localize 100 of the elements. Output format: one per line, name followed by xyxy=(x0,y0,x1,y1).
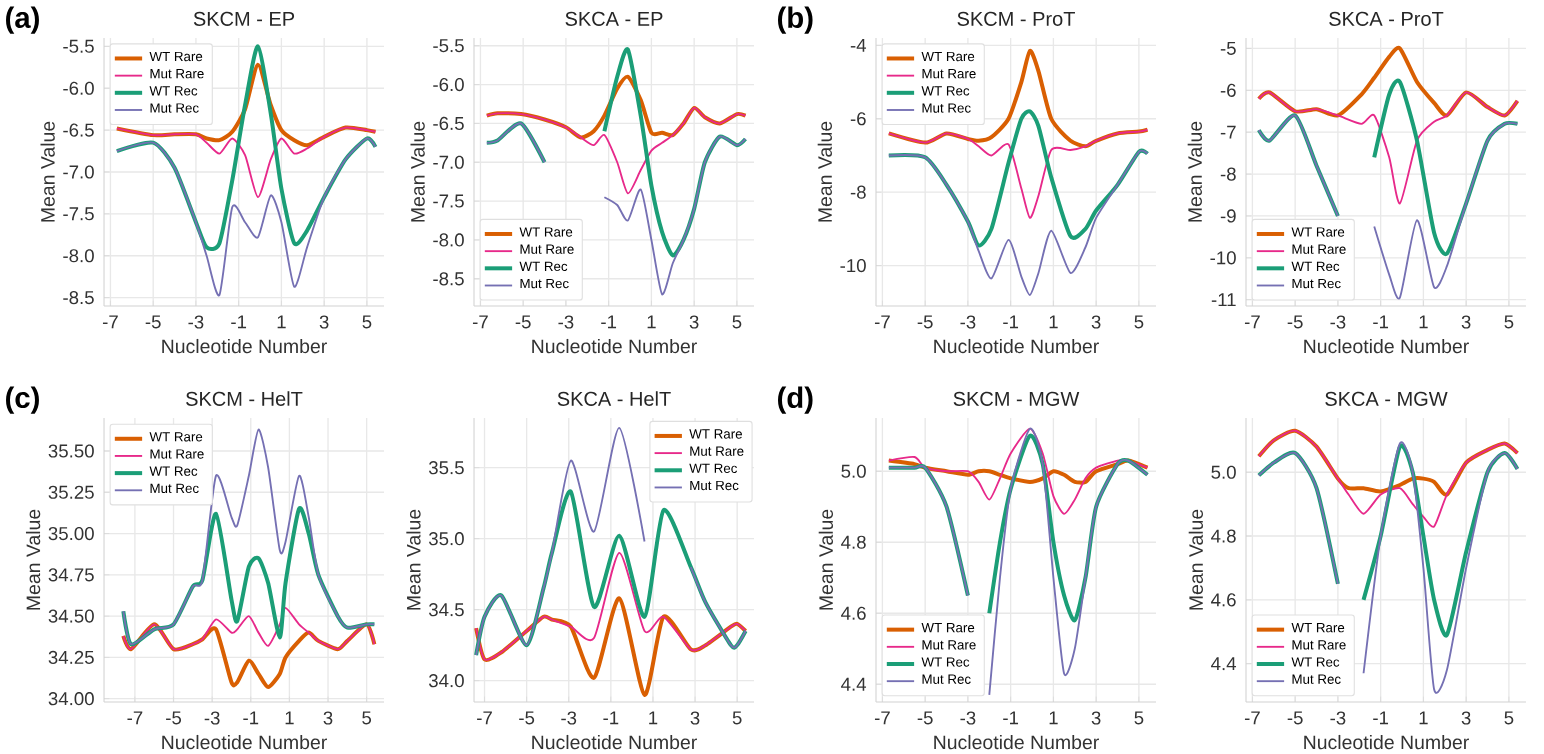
line-series xyxy=(115,137,377,297)
y-tick-label: 4.6 xyxy=(1211,593,1236,607)
x-tick-label: 5 xyxy=(732,711,742,725)
y-tick-label: 35.00 xyxy=(48,526,94,541)
y-tick-label: -7.5 xyxy=(433,194,464,208)
y-tick-label: -11 xyxy=(1211,293,1236,307)
y-tick-label: -10 xyxy=(1210,251,1236,265)
x-axis-title: Nucleotide Number xyxy=(1304,338,1469,354)
y-tick-label: -7.0 xyxy=(63,165,94,179)
text: (d) xyxy=(778,386,813,414)
x-tick-label: -5 xyxy=(515,315,531,329)
line-series xyxy=(887,149,1149,296)
y-tick-label: 35.5 xyxy=(428,461,464,475)
line-series xyxy=(1257,429,1519,528)
x-axis-title: Nucleotide Number xyxy=(162,338,327,354)
y-tick-label: 4.8 xyxy=(841,535,866,549)
line-series xyxy=(121,622,377,690)
line-series xyxy=(485,106,747,195)
x-tick-label: 1 xyxy=(277,315,286,329)
y-tick-label: 35.50 xyxy=(48,444,94,458)
x-tick-label: -3 xyxy=(561,711,577,725)
y-axis-title: Mean Value xyxy=(410,121,425,222)
x-tick-label: 5 xyxy=(1504,315,1514,329)
x-tick-label: -5 xyxy=(1287,711,1303,725)
x-tick-label: -7 xyxy=(472,315,488,329)
chart-title: SKCA - EP xyxy=(565,11,663,26)
x-tick-label: 3 xyxy=(1091,711,1101,725)
line-series xyxy=(475,551,747,661)
y-tick-label: -8.0 xyxy=(433,233,464,247)
x-tick-label: -3 xyxy=(558,315,574,329)
chart-title: SKCA - ProT xyxy=(1329,11,1444,26)
y-tick-label: 35.0 xyxy=(428,532,464,546)
chart-title: SKCM - MGW xyxy=(953,391,1080,406)
x-tick-label: 1 xyxy=(1049,315,1058,329)
line-series xyxy=(114,44,378,251)
y-axis-title: Mean Value xyxy=(1188,509,1203,610)
y-tick-label: 34.50 xyxy=(48,609,94,623)
x-tick-label: 1 xyxy=(1049,711,1058,725)
y-axis-title: Mean Value xyxy=(818,509,834,610)
line-series xyxy=(886,48,1150,149)
line-series xyxy=(887,427,1149,515)
chart-title: SKCM - HelT xyxy=(186,391,303,406)
x-tick-label: 1 xyxy=(647,315,656,329)
x-tick-label: -5 xyxy=(166,711,182,725)
y-tick-label: -8 xyxy=(1220,167,1236,181)
y-tick-label: 34.0 xyxy=(428,674,464,688)
x-tick-label: -5 xyxy=(145,315,161,329)
x-tick-label: -7 xyxy=(874,711,890,725)
text: (c) xyxy=(6,386,39,414)
line-series xyxy=(887,128,1149,219)
line-series xyxy=(474,489,748,658)
y-tick-label: 4.6 xyxy=(841,606,866,620)
x-tick-label: 5 xyxy=(732,315,742,329)
line-series xyxy=(1256,428,1520,497)
x-tick-label: -3 xyxy=(188,315,204,329)
y-tick-label: -8 xyxy=(850,185,866,199)
x-tick-label: -1 xyxy=(1373,315,1389,329)
y-axis-title: Mean Value xyxy=(1187,121,1202,222)
text: (b) xyxy=(778,6,813,34)
x-tick-label: 3 xyxy=(323,711,333,725)
x-tick-label: 5 xyxy=(1504,711,1514,725)
x-tick-label: -1 xyxy=(231,315,247,329)
x-axis-title: Nucleotide Number xyxy=(934,338,1099,354)
y-tick-label: -6.0 xyxy=(63,81,94,95)
y-tick-label: -7.0 xyxy=(433,155,464,169)
y-tick-label: -8.5 xyxy=(433,272,464,286)
y-tick-label: 4.4 xyxy=(841,677,867,691)
x-tick-label: -5 xyxy=(519,711,535,725)
y-tick-label: -10 xyxy=(840,259,866,273)
x-axis-title: Nucleotide Number xyxy=(532,338,697,354)
x-tick-label: -7 xyxy=(127,711,143,725)
x-tick-label: 3 xyxy=(319,315,329,329)
x-tick-label: -7 xyxy=(1244,711,1260,725)
line-series xyxy=(122,606,376,651)
y-axis-title: Mean Value xyxy=(40,121,55,222)
line-series xyxy=(1257,91,1519,205)
y-tick-label: -6.0 xyxy=(433,78,464,92)
y-tick-label: -7 xyxy=(1220,125,1236,139)
y-tick-label: 35.25 xyxy=(48,485,94,499)
line-series xyxy=(121,506,377,647)
x-tick-label: 1 xyxy=(649,711,658,725)
y-tick-label: -5.5 xyxy=(433,39,464,53)
y-tick-label: -6.5 xyxy=(433,116,464,131)
y-tick-label: -9 xyxy=(1220,209,1236,223)
x-tick-label: 3 xyxy=(1091,315,1101,329)
x-tick-label: -7 xyxy=(1244,315,1260,329)
x-tick-label: -3 xyxy=(960,711,976,725)
x-axis-title: Nucleotide Number xyxy=(1304,734,1469,750)
chart-title: SKCA - HelT xyxy=(557,391,671,406)
y-axis-title: Mean Value xyxy=(817,121,832,222)
text: (a) xyxy=(6,6,39,34)
x-tick-label: -5 xyxy=(917,315,933,329)
x-tick-label: -1 xyxy=(1003,711,1019,725)
line-series xyxy=(484,74,748,140)
line-series xyxy=(122,428,376,646)
chart-title: SKCM - ProT xyxy=(957,11,1075,26)
y-tick-label: -7.5 xyxy=(63,207,94,221)
y-tick-label: 34.00 xyxy=(48,692,94,706)
x-tick-label: 5 xyxy=(1134,711,1144,725)
y-tick-label: 5.0 xyxy=(1211,465,1236,479)
